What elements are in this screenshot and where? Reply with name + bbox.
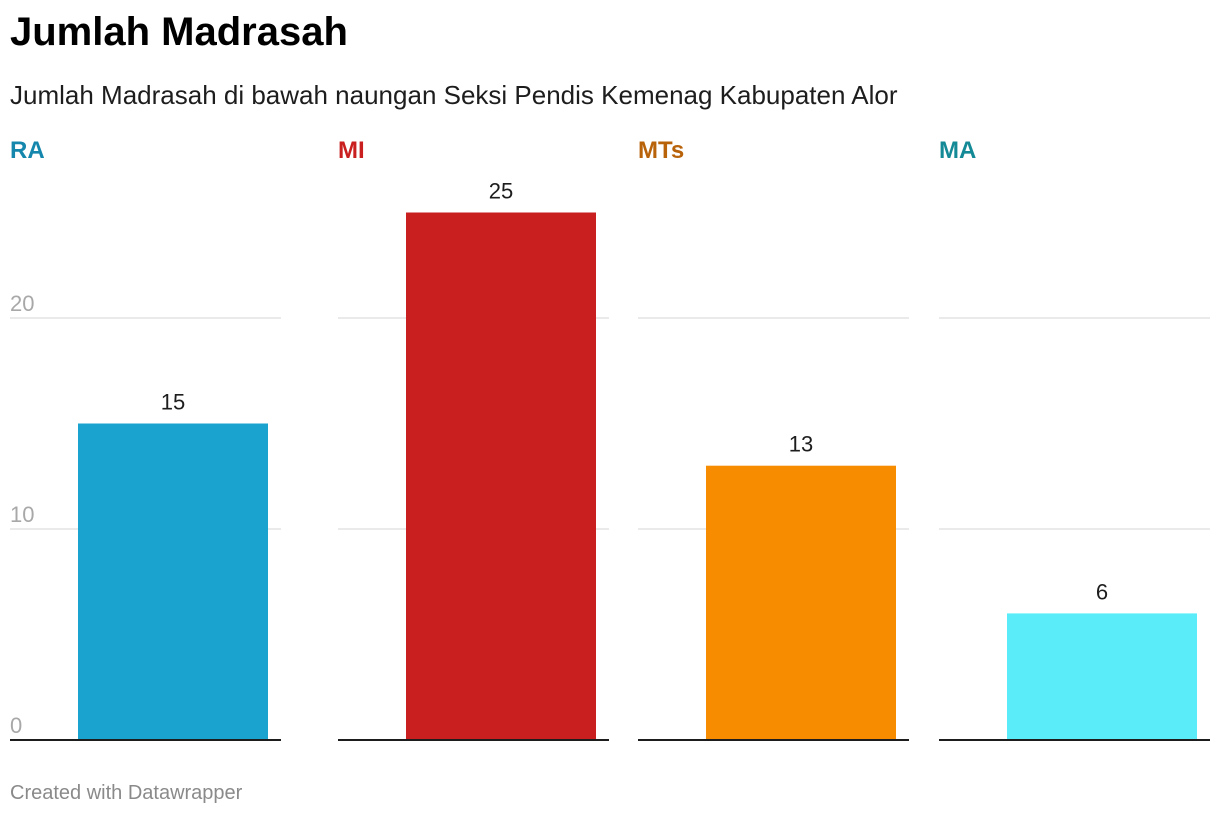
- chart-title: Jumlah Madrasah: [10, 10, 348, 54]
- panel-label-mts: MTs: [638, 137, 684, 164]
- footer-credit: Created with Datawrapper: [10, 782, 243, 804]
- data-label: 6: [1096, 579, 1108, 604]
- panel-label-mi: MI: [338, 137, 365, 164]
- data-label: 13: [789, 432, 813, 457]
- data-label: 15: [161, 390, 185, 415]
- bar-mts: [706, 465, 896, 740]
- panel-label-ma: MA: [939, 137, 976, 164]
- y-tick-label: 0: [10, 713, 22, 738]
- panel-label-ra: RA: [10, 137, 45, 164]
- y-tick-label: 10: [10, 502, 34, 527]
- bar-ra: [78, 423, 268, 740]
- chart-subtitle: Jumlah Madrasah di bawah naungan Seksi P…: [10, 80, 898, 110]
- y-tick-label: 20: [10, 291, 34, 316]
- bar-ma: [1007, 613, 1197, 740]
- bar-mi: [406, 212, 596, 740]
- data-label: 25: [489, 179, 513, 204]
